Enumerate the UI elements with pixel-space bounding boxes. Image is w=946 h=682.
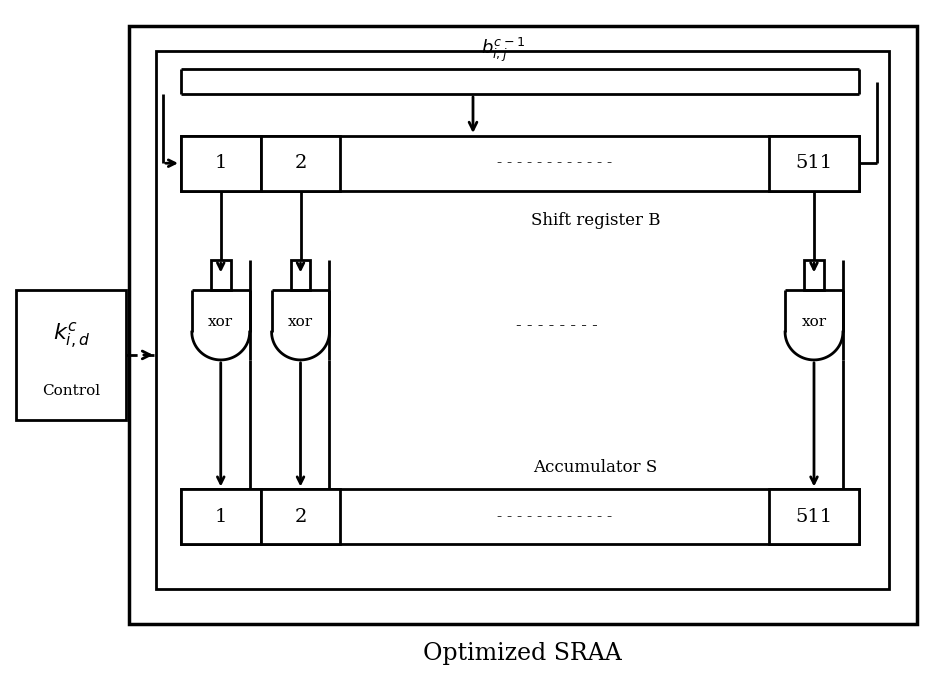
Text: 1: 1 — [215, 508, 227, 526]
Text: - - - - - - - - - - - -: - - - - - - - - - - - - — [498, 509, 612, 524]
Text: 2: 2 — [294, 508, 307, 526]
Text: Accumulator S: Accumulator S — [534, 459, 657, 476]
Text: 2: 2 — [294, 154, 307, 173]
Text: 511: 511 — [796, 508, 832, 526]
Text: - - - - - - - -: - - - - - - - - — [517, 316, 598, 333]
Bar — [769, 136, 859, 190]
Text: xor: xor — [288, 314, 313, 329]
Text: Optimized SRAA: Optimized SRAA — [424, 642, 622, 665]
Bar — [181, 490, 261, 544]
Bar — [261, 136, 341, 190]
Bar — [261, 490, 341, 544]
Bar — [129, 27, 917, 624]
Bar — [804, 261, 824, 291]
Text: Shift register B: Shift register B — [531, 212, 660, 229]
Text: $b_{i,j}^{c-1}$: $b_{i,j}^{c-1}$ — [481, 35, 525, 64]
Text: xor: xor — [801, 314, 827, 329]
Bar — [181, 490, 859, 544]
Bar — [16, 291, 126, 419]
Text: xor: xor — [208, 314, 234, 329]
Bar — [181, 136, 261, 190]
Text: Control: Control — [43, 384, 100, 398]
Text: 1: 1 — [215, 154, 227, 173]
Text: - - - - - - - - - - - -: - - - - - - - - - - - - — [498, 156, 612, 170]
Text: 511: 511 — [796, 154, 832, 173]
Bar — [769, 490, 859, 544]
Bar — [156, 51, 889, 589]
Bar — [290, 261, 310, 291]
Bar — [181, 136, 859, 190]
Bar — [211, 261, 231, 291]
Text: $k_{i,d}^{c}$: $k_{i,d}^{c}$ — [53, 321, 90, 351]
